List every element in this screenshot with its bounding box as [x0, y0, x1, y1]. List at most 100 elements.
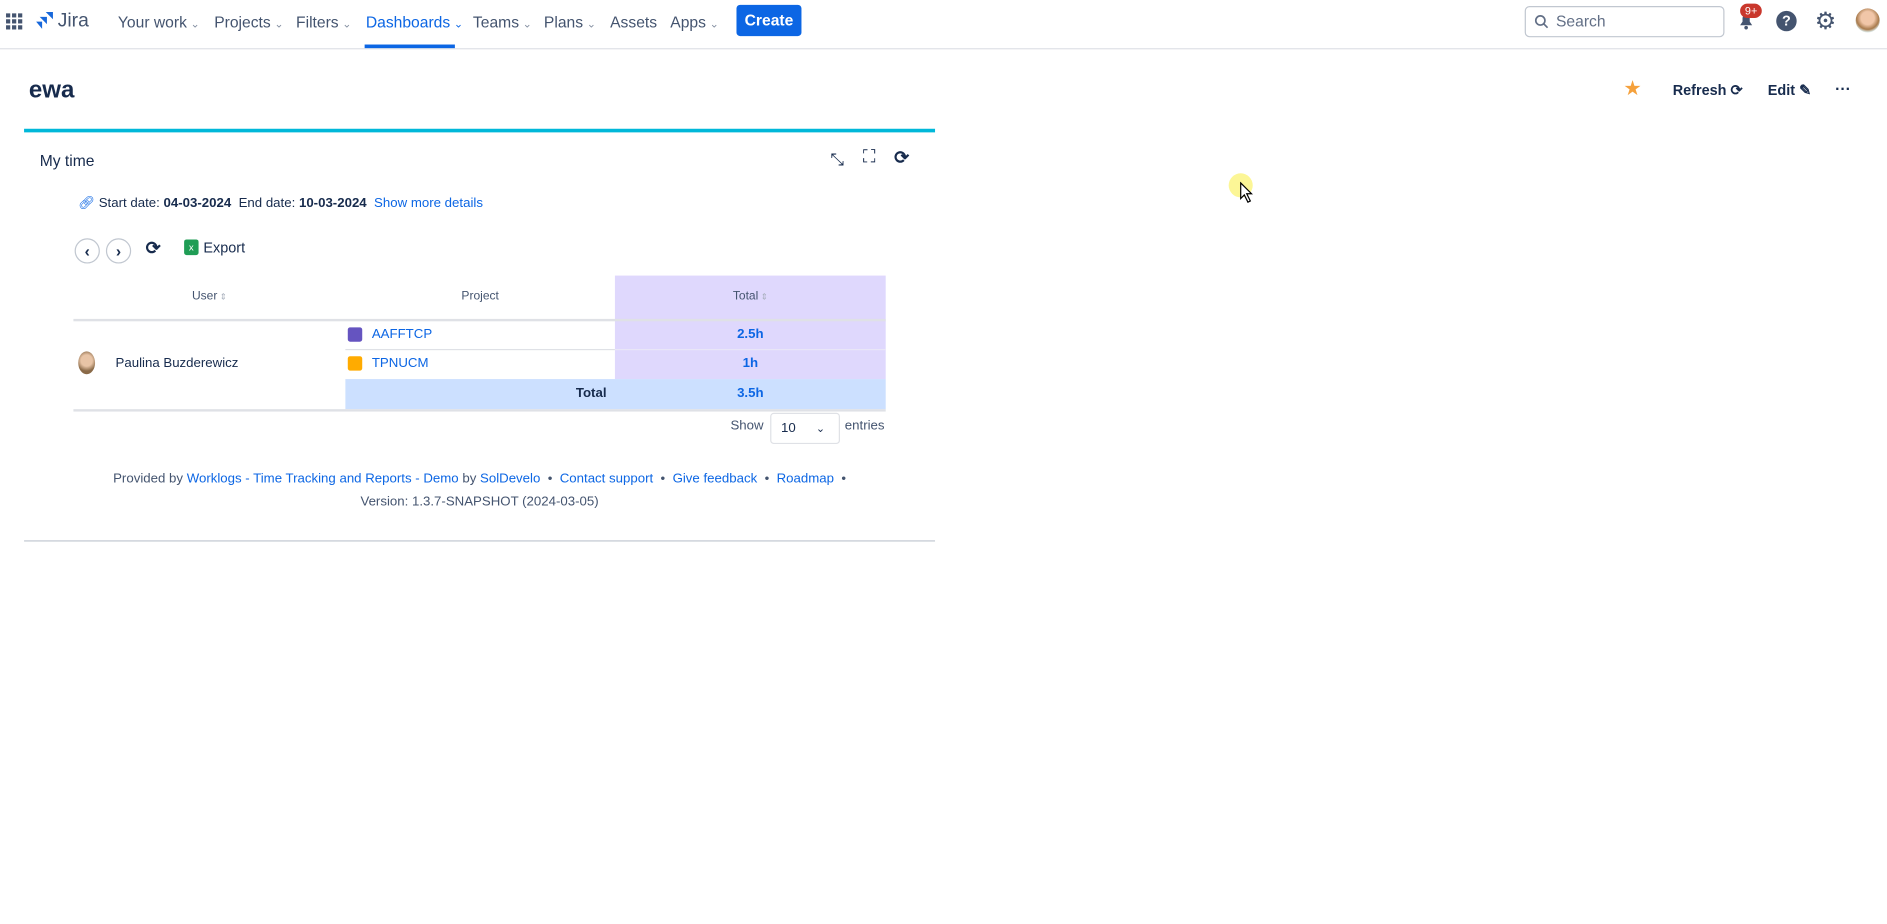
- export-button[interactable]: Export: [203, 239, 246, 257]
- sort-icon: ⇕: [219, 293, 227, 303]
- header-divider: [73, 318, 886, 322]
- start-date-label: Start date:: [98, 196, 160, 211]
- nav-label: Assets: [610, 13, 658, 32]
- search-placeholder: Search: [1555, 12, 1606, 31]
- show-more-details-link[interactable]: Show more details: [374, 196, 483, 211]
- app-switcher-icon[interactable]: [6, 13, 23, 30]
- project-link[interactable]: TPNUCM: [371, 356, 429, 371]
- project-link[interactable]: AAFFTCP: [371, 327, 433, 342]
- grand-total: 3.5h: [737, 386, 764, 401]
- nav-projects[interactable]: Projects ⌄: [214, 13, 283, 31]
- refresh-label: Refresh: [1672, 81, 1727, 99]
- gadget-title: My time: [39, 151, 95, 170]
- nav-label: Projects: [214, 13, 271, 32]
- link-icon[interactable]: 🔗︎: [78, 196, 96, 211]
- refresh-icon: ⟳: [1730, 81, 1743, 99]
- total-label: Total: [575, 386, 607, 401]
- chevron-down-icon: ⌄: [453, 18, 463, 31]
- end-date-label: End date:: [238, 196, 296, 211]
- chevron-down-icon: ⌄: [709, 18, 719, 31]
- my-time-gadget: My time ⤡ ⛶ ⟳ 🔗︎ Start date: 04-03-2024 …: [24, 128, 936, 542]
- entries-value: 10: [781, 421, 796, 436]
- vendor-link[interactable]: SolDevelo: [480, 471, 541, 487]
- gadget-footer: Provided by Worklogs - Time Tracking and…: [24, 472, 935, 509]
- user-avatar: [78, 351, 96, 375]
- nav-filters[interactable]: Filters ⌄: [296, 13, 351, 31]
- notifications-badge: 9+: [1740, 3, 1763, 19]
- settings-gear-icon[interactable]: ⚙: [1814, 8, 1837, 35]
- project-icon: [347, 356, 363, 371]
- separator: •: [547, 471, 553, 487]
- search-input[interactable]: Search: [1524, 6, 1725, 38]
- give-feedback-link[interactable]: Give feedback: [672, 471, 758, 487]
- user-column-header[interactable]: User ⇕: [73, 290, 345, 303]
- contact-support-link[interactable]: Contact support: [559, 471, 654, 487]
- more-actions-button[interactable]: ···: [1835, 79, 1851, 98]
- edit-label: Edit: [1767, 81, 1796, 99]
- table-row: AAFFTCP: [345, 321, 615, 351]
- previous-week-button[interactable]: ‹: [74, 238, 100, 264]
- nav-label: Plans: [543, 13, 584, 32]
- sort-icon: ⇕: [760, 293, 768, 303]
- header-label: User: [191, 290, 218, 304]
- edit-button[interactable]: Edit ✎: [1768, 82, 1811, 99]
- chevron-down-icon: ⌄: [274, 18, 284, 31]
- top-navigation: Jira Your work ⌄ Projects ⌄ Filters ⌄ Dashb…: [0, 0, 1887, 50]
- chevron-down-icon: ⌄: [190, 18, 200, 31]
- jira-logo-icon[interactable]: [36, 11, 55, 33]
- create-button[interactable]: Create: [736, 4, 802, 37]
- separator: •: [764, 471, 770, 487]
- row-total[interactable]: 2.5h: [737, 327, 764, 342]
- date-range: 🔗︎ Start date: 04-03-2024 End date: 10-0…: [78, 195, 483, 211]
- total-column-bg: [614, 275, 886, 380]
- row-divider: [614, 348, 886, 351]
- user-avatar[interactable]: [1855, 8, 1880, 33]
- end-date-value: 10-03-2024: [298, 196, 367, 211]
- maximize-icon[interactable]: ⛶: [862, 146, 876, 168]
- row-total[interactable]: 1h: [742, 356, 759, 371]
- show-label: Show: [730, 418, 764, 434]
- separator: •: [841, 471, 847, 487]
- total-row: Total 3.5h: [345, 379, 886, 410]
- project-icon: [347, 327, 363, 342]
- roadmap-link[interactable]: Roadmap: [776, 471, 834, 487]
- nav-apps[interactable]: Apps ⌄: [670, 13, 718, 31]
- nav-teams[interactable]: Teams ⌄: [473, 13, 532, 31]
- jira-logo-text[interactable]: Jira: [57, 10, 89, 32]
- nav-your-work[interactable]: Your work ⌄: [118, 13, 200, 31]
- active-nav-indicator: [364, 44, 455, 49]
- chevron-down-icon: ⌄: [522, 18, 532, 31]
- help-icon[interactable]: ?: [1776, 10, 1797, 32]
- table-row: TPNUCM: [345, 350, 615, 378]
- reload-icon[interactable]: ⟳: [145, 238, 161, 259]
- star-icon[interactable]: ★: [1623, 77, 1642, 100]
- by-text: by: [462, 471, 477, 487]
- nav-assets[interactable]: Assets: [610, 13, 657, 31]
- separator: •: [660, 471, 666, 487]
- nav-label: Your work: [117, 13, 187, 32]
- header-label: Total: [732, 290, 759, 304]
- chevron-down-icon: ⌄: [815, 422, 825, 435]
- entries-label: entries: [844, 418, 885, 434]
- project-column-header: Project: [461, 290, 499, 304]
- nav-label: Teams: [472, 13, 520, 32]
- start-date-value: 04-03-2024: [163, 196, 232, 211]
- nav-plans[interactable]: Plans ⌄: [544, 13, 596, 31]
- excel-icon[interactable]: x: [184, 239, 199, 256]
- app-link[interactable]: Worklogs - Time Tracking and Reports - D…: [186, 471, 459, 487]
- nav-label: Apps: [670, 13, 706, 32]
- entries-select[interactable]: 10 ⌄: [770, 412, 840, 445]
- mouse-cursor-icon: [1240, 181, 1253, 203]
- total-column-header[interactable]: Total ⇕: [615, 290, 886, 303]
- chevron-down-icon: ⌄: [586, 18, 596, 31]
- user-name: Paulina Buzderewicz: [115, 356, 239, 371]
- nav-label: Filters: [296, 13, 339, 32]
- chevron-down-icon: ⌄: [342, 18, 352, 31]
- table-bottom-border: [73, 409, 886, 412]
- gadget-refresh-icon[interactable]: ⟳: [894, 148, 910, 169]
- refresh-button[interactable]: Refresh ⟳: [1673, 82, 1743, 99]
- minimize-icon[interactable]: ⤡: [830, 149, 844, 169]
- provided-by-text: Provided by: [113, 471, 184, 487]
- nav-dashboards[interactable]: Dashboards ⌄: [366, 13, 463, 31]
- next-week-button[interactable]: ›: [105, 238, 132, 264]
